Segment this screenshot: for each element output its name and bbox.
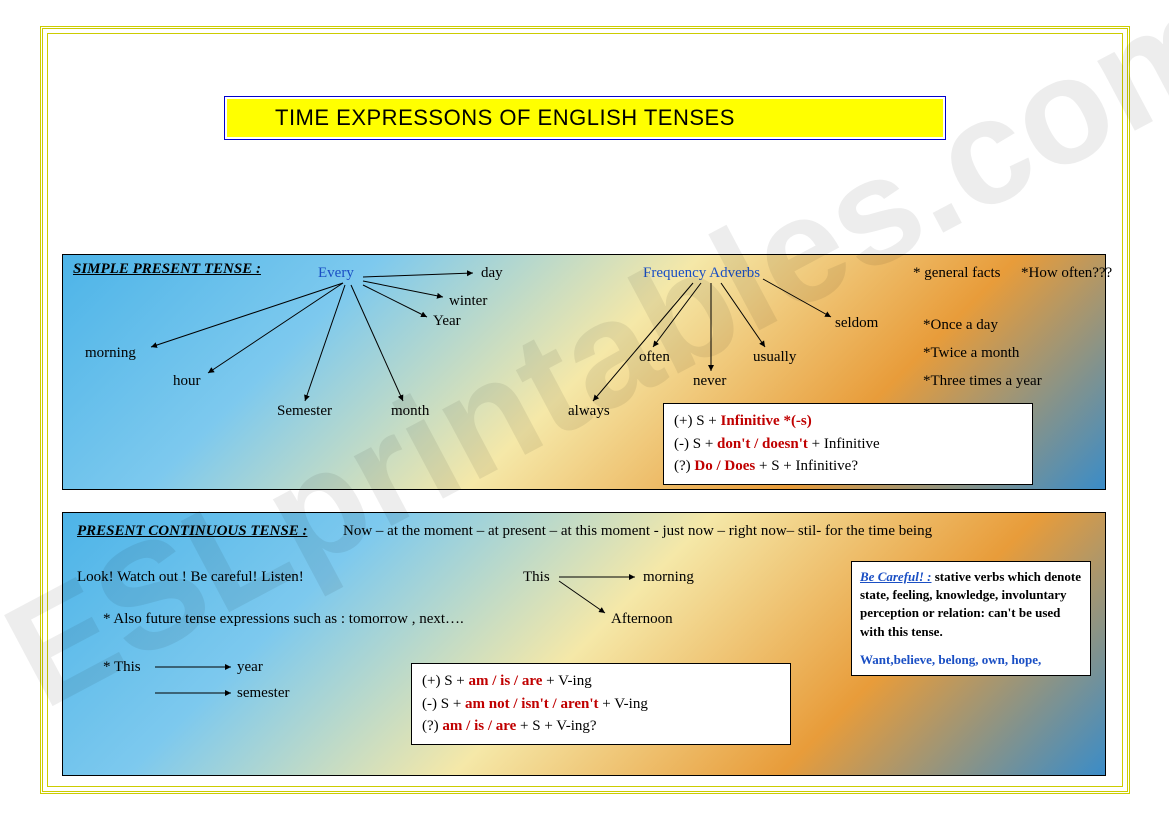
frequency-adverbs-label: Frequency Adverbs <box>643 265 760 282</box>
f2n-start: (-) S + <box>422 696 465 712</box>
formula2-negative: (-) S + am not / isn't / aren't + V-ing <box>422 693 780 716</box>
f2q-start: (?) <box>422 718 442 734</box>
always-label: always <box>568 403 610 420</box>
present-continuous-formula: (+) S + am / is / are + V-ing (-) S + am… <box>411 663 791 745</box>
how-often-label: *How often??? <box>1021 265 1112 282</box>
formula-negative: (-) S + don't / doesn't + Infinitive <box>674 433 1022 456</box>
f1n-end: + Infinitive <box>808 436 880 452</box>
now-time-expressions: Now – at the moment – at present – at th… <box>343 523 932 540</box>
note-heading: Be Careful! : <box>860 569 932 584</box>
this-label: This <box>523 569 550 586</box>
often-label: often <box>639 349 670 366</box>
f2p-red: am / is / are <box>469 673 543 689</box>
hour-label: hour <box>173 373 201 390</box>
every-label: Every <box>318 265 354 282</box>
year-label-2: year <box>237 659 263 676</box>
morning-label-2: morning <box>643 569 694 586</box>
f2p-start: (+) S + <box>422 673 469 689</box>
month-label: month <box>391 403 429 420</box>
inner-frame: TIME EXPRESSONS OF ENGLISH TENSES SIMPLE… <box>47 33 1123 787</box>
f1q-red: Do / Does <box>694 458 755 474</box>
seldom-label: seldom <box>835 315 878 332</box>
f1n-red: don't / doesn't <box>717 436 808 452</box>
f2q-red: am / is / are <box>442 718 516 734</box>
f1p-red: Infinitive *(-s) <box>721 413 812 429</box>
year-label: Year <box>433 313 461 330</box>
page-title: TIME EXPRESSONS OF ENGLISH TENSES <box>227 99 943 137</box>
afternoon-label: Afternoon <box>611 611 673 628</box>
formula-question: (?) Do / Does + S + Infinitive? <box>674 455 1022 478</box>
usually-label: usually <box>753 349 796 366</box>
once-label: *Once a day <box>923 317 998 334</box>
f2n-red: am not / isn't / aren't <box>465 696 598 712</box>
future-note: * Also future tense expressions such as … <box>103 611 464 628</box>
outer-frame: TIME EXPRESSONS OF ENGLISH TENSES SIMPLE… <box>40 26 1130 794</box>
note-examples: Want,believe, belong, own, hope, <box>860 652 1041 667</box>
present-continuous-heading: PRESENT CONTINUOUS TENSE : <box>77 523 307 540</box>
f2q-end: + S + V-ing? <box>516 718 596 734</box>
present-continuous-panel: PRESENT CONTINUOUS TENSE : Now – at the … <box>62 512 1106 776</box>
formula-positive: (+) S + Infinitive *(-s) <box>674 410 1022 433</box>
winter-label: winter <box>449 293 487 310</box>
twice-label: *Twice a month <box>923 345 1019 362</box>
f1q-end: + S + Infinitive? <box>755 458 858 474</box>
formula2-positive: (+) S + am / is / are + V-ing <box>422 670 780 693</box>
day-label: day <box>481 265 503 282</box>
semester-label-2: semester <box>237 685 289 702</box>
title-border: TIME EXPRESSONS OF ENGLISH TENSES <box>224 96 946 140</box>
simple-present-panel: SIMPLE PRESENT TENSE : Every day winter … <box>62 254 1106 490</box>
simple-present-formula: (+) S + Infinitive *(-s) (-) S + don't /… <box>663 403 1033 485</box>
this-label-2: * This <box>103 659 141 676</box>
be-careful-note: Be Careful! : stative verbs which denote… <box>851 561 1091 676</box>
look-expressions: Look! Watch out ! Be careful! Listen! <box>77 569 304 586</box>
f2p-end: + V-ing <box>542 673 591 689</box>
never-label: never <box>693 373 726 390</box>
simple-present-heading: SIMPLE PRESENT TENSE : <box>73 261 261 278</box>
f2n-end: + V-ing <box>599 696 648 712</box>
semester-label: Semester <box>277 403 332 420</box>
f1p-start: (+) S + <box>674 413 721 429</box>
general-facts-label: * general facts <box>913 265 1000 282</box>
f1q-start: (?) <box>674 458 694 474</box>
three-times-label: *Three times a year <box>923 373 1042 390</box>
formula2-question: (?) am / is / are + S + V-ing? <box>422 715 780 738</box>
morning-label: morning <box>85 345 136 362</box>
f1n-start: (-) S + <box>674 436 717 452</box>
